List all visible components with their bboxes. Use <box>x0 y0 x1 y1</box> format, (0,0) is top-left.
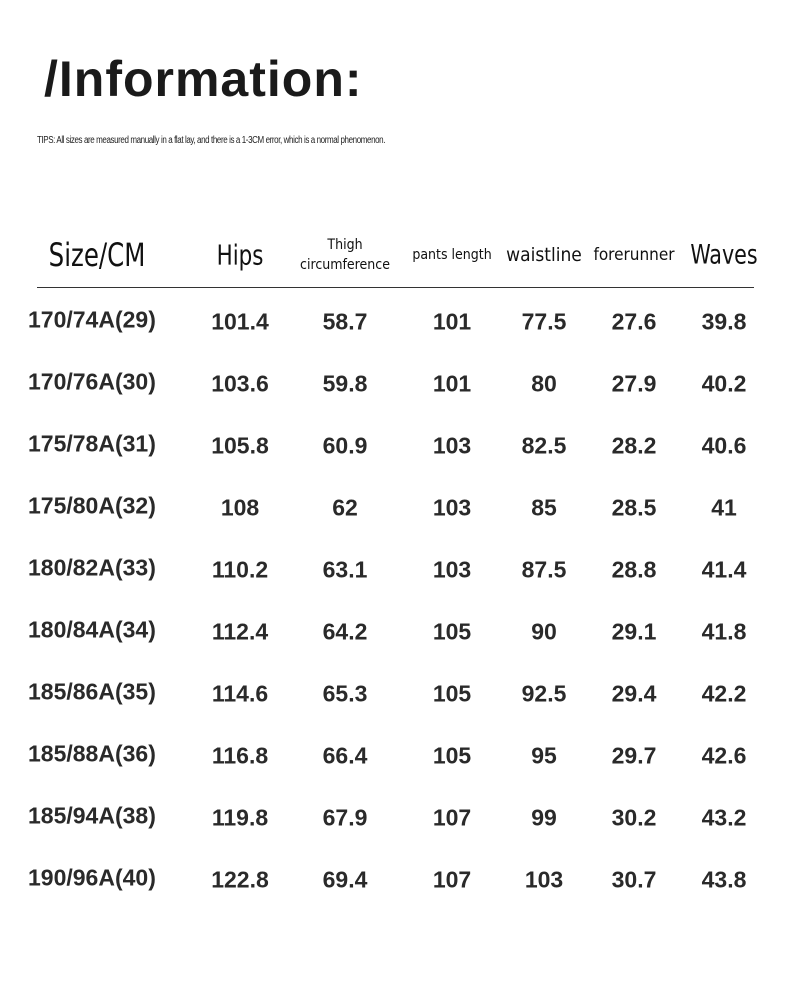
value-cell: 27.6 <box>611 308 657 335</box>
value-cell: 64.2 <box>322 618 368 645</box>
value-cell: 103 <box>524 866 564 893</box>
value-cell: 41.4 <box>701 556 747 583</box>
value-cell: 67.9 <box>322 804 368 831</box>
value-cell: 66.4 <box>322 742 368 769</box>
value-cell: 39.8 <box>701 308 747 335</box>
value-cell: 43.2 <box>701 804 747 831</box>
value-cell: 27.9 <box>611 370 657 397</box>
value-cell: 59.8 <box>322 370 368 397</box>
value-cell: 122.8 <box>211 866 269 893</box>
value-cell: 40.6 <box>701 432 747 459</box>
size-cell: 180/82A(33) <box>28 554 156 581</box>
value-cell: 101 <box>432 370 472 397</box>
value-cell: 63.1 <box>322 556 368 583</box>
value-cell: 42.6 <box>701 742 747 769</box>
value-cell: 110.2 <box>211 556 269 583</box>
value-cell: 41 <box>711 494 737 521</box>
value-cell: 112.4 <box>211 618 269 645</box>
tips: TIPS: All sizes are measured manually in… <box>37 135 386 146</box>
value-cell: 103.6 <box>211 370 269 397</box>
value-cell: 65.3 <box>322 680 368 707</box>
title: /Information: <box>44 51 363 107</box>
value-cell: 114.6 <box>211 680 269 707</box>
value-cell: 43.8 <box>701 866 747 893</box>
value-cell: 29.7 <box>611 742 657 769</box>
value-cell: 101.4 <box>211 308 269 335</box>
column-header: Thigh circumference <box>300 237 390 273</box>
value-cell: 30.7 <box>611 866 657 893</box>
value-cell: 40.2 <box>701 370 747 397</box>
size-cell: 185/86A(35) <box>28 678 156 705</box>
column-header: waistline <box>506 244 582 266</box>
value-cell: 105 <box>432 680 472 707</box>
column-header: Hips <box>216 238 264 272</box>
value-cell: 105.8 <box>211 432 269 459</box>
header-rule <box>37 287 754 288</box>
value-cell: 90 <box>531 618 557 645</box>
size-cell: 180/84A(34) <box>28 616 156 643</box>
size-cell: 170/76A(30) <box>28 368 156 395</box>
size-cell: 175/78A(31) <box>28 430 156 457</box>
value-cell: 85 <box>531 494 557 521</box>
value-cell: 69.4 <box>322 866 368 893</box>
value-cell: 103 <box>432 556 472 583</box>
column-header: forerunner <box>593 245 675 265</box>
value-cell: 41.8 <box>701 618 747 645</box>
value-cell: 77.5 <box>521 308 567 335</box>
value-cell: 105 <box>432 742 472 769</box>
value-cell: 95 <box>531 742 557 769</box>
value-cell: 29.4 <box>611 680 657 707</box>
column-header: Size/CM <box>48 236 146 274</box>
value-cell: 28.5 <box>611 494 657 521</box>
size-cell: 190/96A(40) <box>28 864 156 891</box>
value-cell: 119.8 <box>211 804 269 831</box>
column-header: pants length <box>412 247 492 263</box>
size-cell: 175/80A(32) <box>28 492 156 519</box>
value-cell: 105 <box>432 618 472 645</box>
value-cell: 87.5 <box>521 556 567 583</box>
value-cell: 28.8 <box>611 556 657 583</box>
value-cell: 82.5 <box>521 432 567 459</box>
value-cell: 107 <box>432 866 472 893</box>
value-cell: 28.2 <box>611 432 657 459</box>
size-cell: 170/74A(29) <box>28 306 156 333</box>
value-cell: 92.5 <box>521 680 567 707</box>
column-header: Waves <box>690 239 758 271</box>
value-cell: 58.7 <box>322 308 368 335</box>
value-cell: 30.2 <box>611 804 657 831</box>
value-cell: 103 <box>432 494 472 521</box>
value-cell: 107 <box>432 804 472 831</box>
value-cell: 80 <box>531 370 557 397</box>
value-cell: 99 <box>531 804 557 831</box>
value-cell: 103 <box>432 432 472 459</box>
value-cell: 62 <box>332 494 358 521</box>
value-cell: 108 <box>220 494 260 521</box>
value-cell: 60.9 <box>322 432 368 459</box>
size-cell: 185/88A(36) <box>28 740 156 767</box>
size-cell: 185/94A(38) <box>28 802 156 829</box>
value-cell: 29.1 <box>611 618 657 645</box>
value-cell: 116.8 <box>211 742 269 769</box>
value-cell: 101 <box>432 308 472 335</box>
value-cell: 42.2 <box>701 680 747 707</box>
